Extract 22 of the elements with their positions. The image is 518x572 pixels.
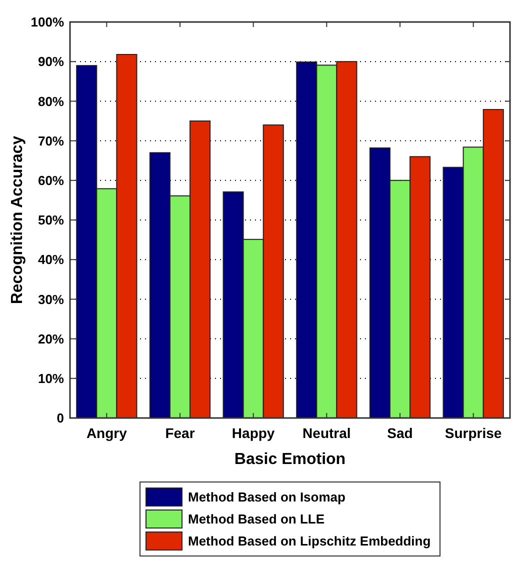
x-axis-title: Basic Emotion <box>234 451 346 468</box>
y-tick-label: 40% <box>38 252 64 268</box>
y-axis-title: Recognition Accuracy <box>9 136 26 304</box>
x-tick-label: Angry <box>86 425 128 441</box>
legend-label: Method Based on LLE <box>188 512 325 527</box>
y-tick-label: 70% <box>38 133 64 148</box>
y-tick-label: 80% <box>38 94 64 109</box>
legend-label: Method Based on Lipschitz Embedding <box>188 534 431 549</box>
y-tick-label: 10% <box>38 370 64 386</box>
y-tick-label: 100% <box>30 14 64 30</box>
y-tick-label: 20% <box>38 331 64 346</box>
x-tick-label: Neutral <box>302 425 351 441</box>
y-tick-label: 0 <box>56 410 64 426</box>
x-tick-label: Sad <box>387 425 413 441</box>
y-tick-label: 30% <box>38 292 64 307</box>
y-tick-label: 90% <box>38 54 64 70</box>
x-tick-label: Happy <box>232 425 275 441</box>
y-tick-label: 50% <box>38 212 64 228</box>
x-tick-label: Surprise <box>444 425 502 441</box>
y-tick-label: 60% <box>38 172 64 188</box>
legend-label: Method Based on Isomap <box>188 490 346 505</box>
x-tick-label: Fear <box>165 425 196 441</box>
